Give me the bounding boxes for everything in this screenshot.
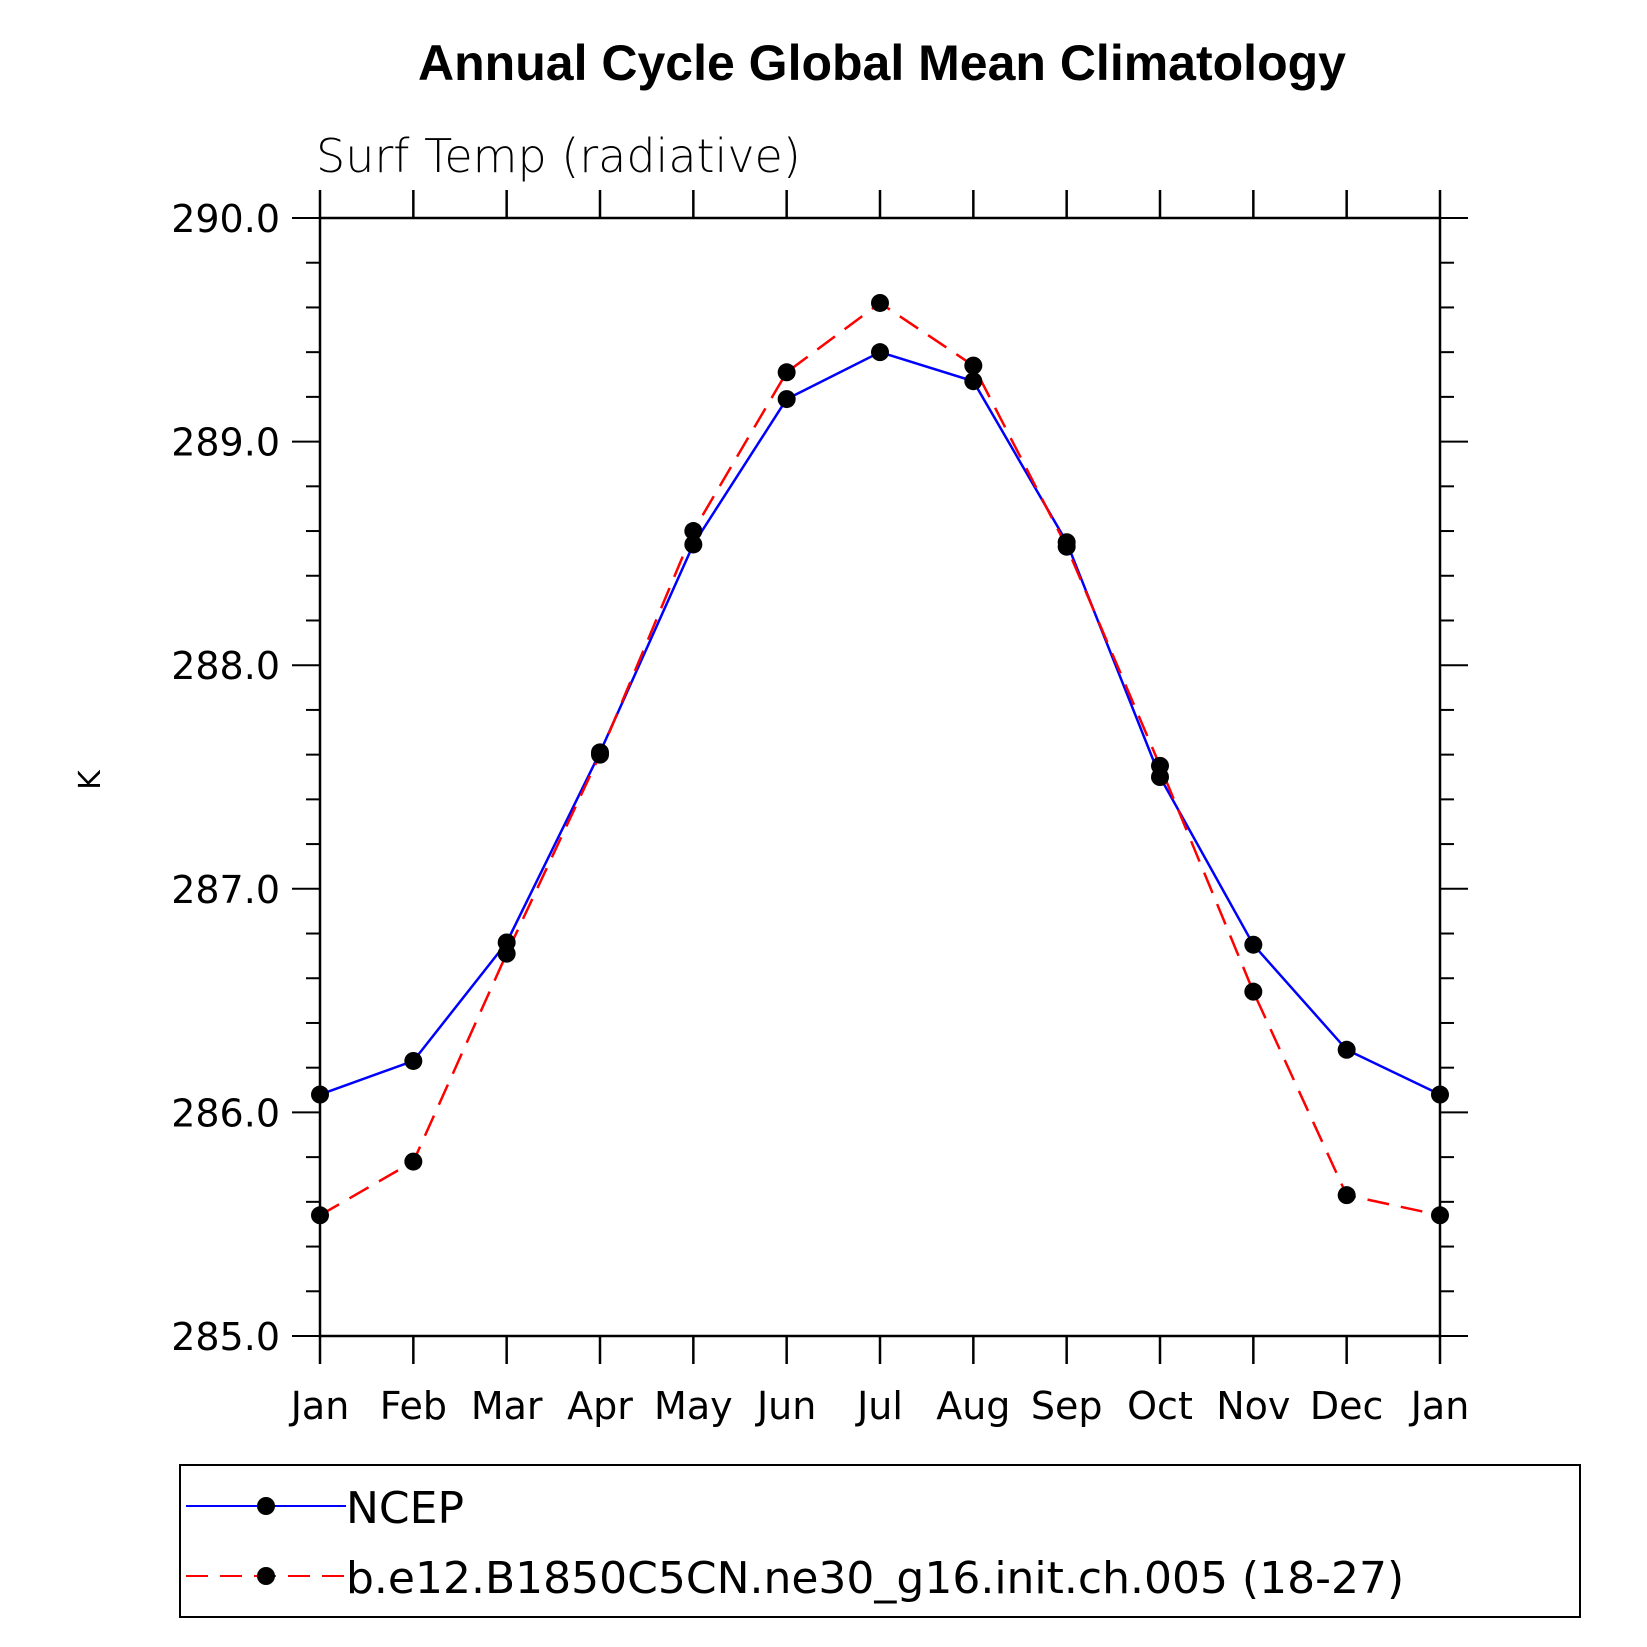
series-1-point	[1057, 537, 1076, 556]
y-tick-label: 286.0	[171, 1091, 280, 1135]
series-0-point	[871, 343, 889, 362]
legend-marker-ncep	[257, 1497, 275, 1515]
series-1-point	[684, 522, 703, 541]
series-1-point	[777, 363, 796, 382]
y-tick-label: 290.0	[171, 197, 280, 241]
x-tick-label: Sep	[1031, 1384, 1103, 1428]
y-tick-labels: 285.0 286.0 287.0 288.0 289.0 290.0	[171, 197, 280, 1359]
x-tick-label: Dec	[1310, 1384, 1384, 1428]
x-tick-label: Aug	[936, 1384, 1010, 1428]
axis-ticks	[292, 190, 1468, 1364]
chart-subtitle: Surf Temp (radiative)	[316, 129, 801, 183]
series-1-point	[871, 293, 889, 312]
y-tick-label: 285.0	[171, 1315, 280, 1359]
legend-label-model: b.e12.B1850C5CN.ne30_g16.init.ch.005 (18…	[346, 1553, 1404, 1604]
chart-title: Annual Cycle Global Mean Climatology	[418, 35, 1346, 91]
series-1-point	[1151, 756, 1169, 775]
series-0-point	[684, 535, 703, 554]
series-1-point	[1337, 1186, 1356, 1205]
x-tick-label: May	[654, 1384, 733, 1428]
x-tick-label: Jul	[855, 1384, 903, 1428]
series-0-point	[404, 1051, 423, 1070]
series-0-point	[964, 372, 983, 391]
y-tick-label: 287.0	[171, 868, 280, 912]
x-tick-label: Jan	[1409, 1384, 1470, 1428]
series-group	[311, 293, 1449, 1225]
series-line-1	[319, 301, 1441, 1217]
legend-box	[179, 1464, 1581, 1618]
x-tick-label: Nov	[1216, 1384, 1290, 1428]
series-1-point	[497, 944, 516, 963]
series-0-point	[311, 1085, 329, 1104]
x-tick-label: Oct	[1127, 1384, 1193, 1428]
series-0-point	[1244, 935, 1263, 954]
series-0-point	[1431, 1085, 1449, 1104]
x-tick-label: Apr	[567, 1384, 633, 1428]
y-tick-label: 288.0	[171, 644, 280, 688]
x-tick-label: Feb	[380, 1384, 447, 1428]
x-tick-label: Mar	[471, 1384, 543, 1428]
x-tick-labels: Jan Feb Mar Apr May Jun Jul Aug Sep Oct Nov Dec Jan	[289, 1384, 1470, 1428]
series-line-0	[319, 350, 1441, 1096]
series-1-point	[591, 745, 609, 764]
y-axis-label: K	[73, 769, 108, 790]
series-1-point	[964, 356, 983, 375]
series-1-point	[404, 1152, 423, 1171]
series-1-point	[1244, 982, 1263, 1001]
series-0-point	[1337, 1040, 1356, 1059]
x-tick-label: Jun	[755, 1384, 816, 1428]
legend: NCEP b.e12.B1850C5CN.ne30_g16.init.ch.00…	[179, 1464, 1581, 1618]
legend-marker-model	[257, 1567, 275, 1585]
x-tick-label: Jan	[289, 1384, 350, 1428]
series-1-point	[311, 1206, 329, 1225]
series-0-point	[777, 390, 796, 409]
y-tick-label: 289.0	[171, 421, 280, 465]
legend-label-ncep: NCEP	[346, 1483, 464, 1534]
plot-frame	[318, 216, 1442, 1338]
series-1-point	[1431, 1206, 1449, 1225]
